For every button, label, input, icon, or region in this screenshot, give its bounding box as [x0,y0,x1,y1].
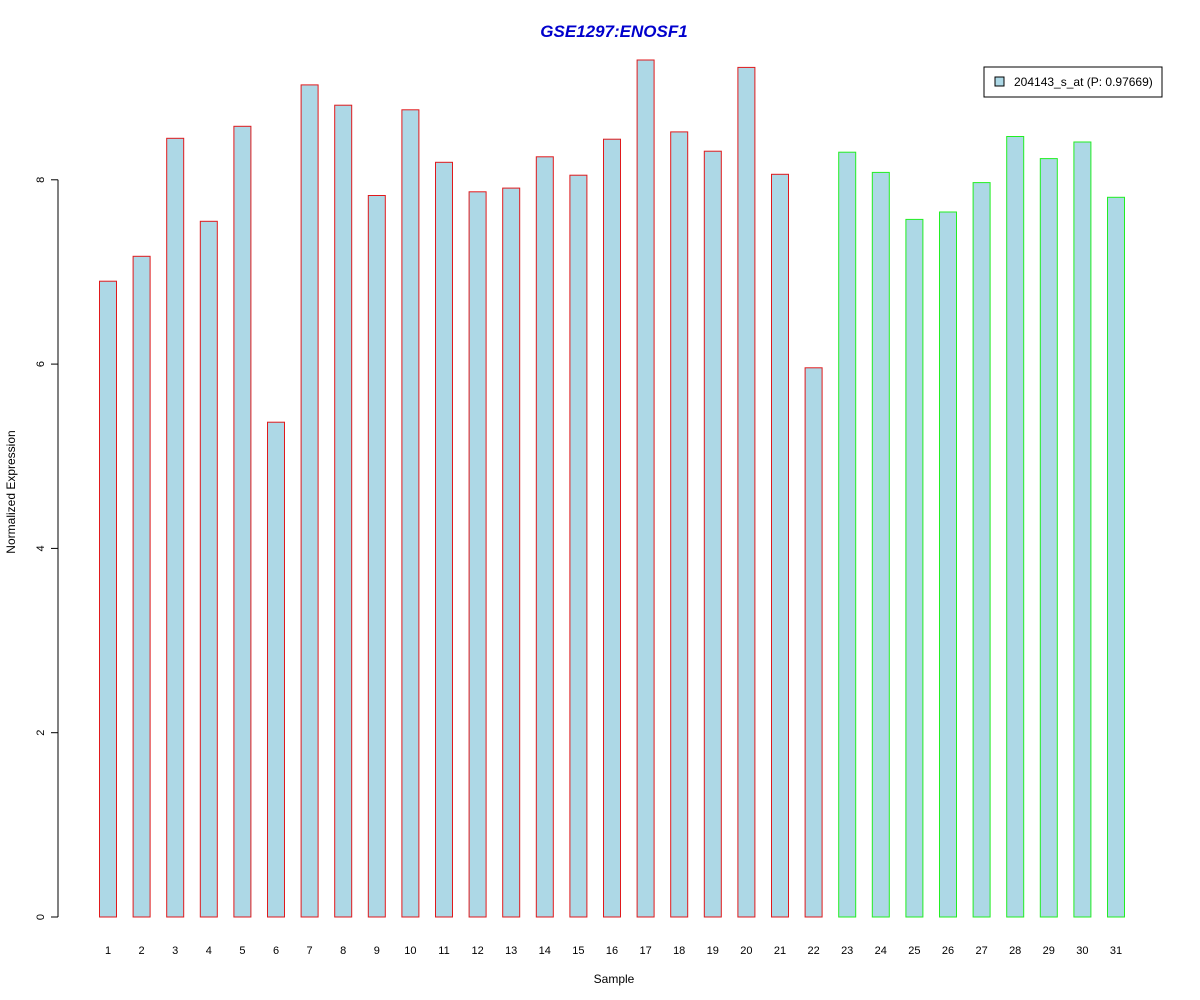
bar-sample-18 [670,131,689,918]
x-tick-label: 28 [1009,945,1021,957]
y-tick-label: 2 [35,730,47,736]
bar-sample-8 [334,104,353,918]
bar-sample-21 [771,173,789,918]
bar-sample-26 [939,211,957,918]
x-tick-label: 14 [539,945,551,957]
x-tick-label: 29 [1043,945,1055,957]
x-tick-label: 31 [1110,945,1122,957]
x-tick-label: 7 [307,945,313,957]
bar-sample-10 [401,109,420,918]
x-tick-label: 24 [875,945,887,957]
x-tick-label: 9 [374,945,380,957]
bar-sample-9 [367,195,386,918]
bar-sample-17 [636,59,655,918]
bar-sample-30 [1073,141,1092,918]
x-tick-labels: 1 2 3 4 5 6 7 8 9 10 11 12 13 14 15 16 17 18 19 20 21 22 23 24 2… [105,945,1122,957]
x-tick-label: 21 [774,945,786,957]
x-tick-label: 23 [841,945,853,957]
bar-sample-25 [905,218,924,918]
x-tick-label: 27 [975,945,987,957]
x-tick-label: 15 [572,945,584,957]
x-tick-label: 20 [740,945,752,957]
bar-sample-16 [603,138,621,918]
bar-sample-12 [468,191,487,918]
y-axis-label: Normalized Expression [4,430,18,553]
x-tick-label: 13 [505,945,517,957]
bar-sample-5 [233,125,252,918]
x-tick-label: 16 [606,945,618,957]
y-tick-label: 0 [35,914,47,920]
bar-sample-24 [871,171,890,918]
y-axis: 0 2 4 6 8 [35,177,59,920]
x-tick-label: 17 [639,945,651,957]
x-tick-label: 11 [438,945,449,957]
bar-sample-2 [132,255,151,918]
x-tick-label: 18 [673,945,685,957]
x-axis-label: Sample [594,972,635,986]
x-tick-label: 6 [273,945,279,957]
x-tick-label: 30 [1076,945,1088,957]
y-tick-label: 6 [35,361,47,367]
x-tick-label: 22 [807,945,819,957]
bar-sample-13 [502,187,521,918]
x-tick-label: 4 [206,945,212,957]
bar-sample-31 [1107,196,1125,918]
bar-sample-23 [838,151,857,918]
bar-sample-15 [569,174,588,918]
bar-sample-22 [804,367,823,918]
bar-sample-27 [972,182,991,918]
y-tick-label: 4 [35,545,47,551]
x-tick-label: 12 [471,945,483,957]
x-tick-label: 1 [105,945,111,957]
legend-box [983,66,1163,98]
bar-sample-1 [99,280,117,918]
bar-sample-7 [300,84,319,918]
legend-swatch [994,76,1005,87]
x-tick-label: 5 [239,945,245,957]
x-tick-label: 8 [340,945,346,957]
bar-sample-11 [435,161,453,918]
bar-sample-28 [1006,136,1025,918]
bar-sample-29 [1039,158,1058,918]
legend-series-name: 204143_s_at (P: 0.97669) [1014,75,1153,89]
bars-group [99,59,1125,918]
x-tick-label: 25 [908,945,920,957]
x-tick-label: 26 [942,945,954,957]
x-tick-label: 19 [707,945,719,957]
x-tick-label: 2 [139,945,145,957]
x-tick-label: 3 [172,945,178,957]
y-tick-label: 8 [35,177,47,183]
legend: 204143_s_at (P: 0.97669) [983,66,1163,98]
bar-sample-14 [535,156,554,918]
bar-sample-6 [267,421,285,918]
chart-title: GSE1297:ENOSF1 [540,22,687,41]
bar-sample-3 [166,137,185,918]
bar-sample-19 [703,150,722,918]
bar-sample-20 [737,66,756,918]
x-tick-label: 10 [404,945,416,957]
bar-sample-4 [199,220,218,918]
